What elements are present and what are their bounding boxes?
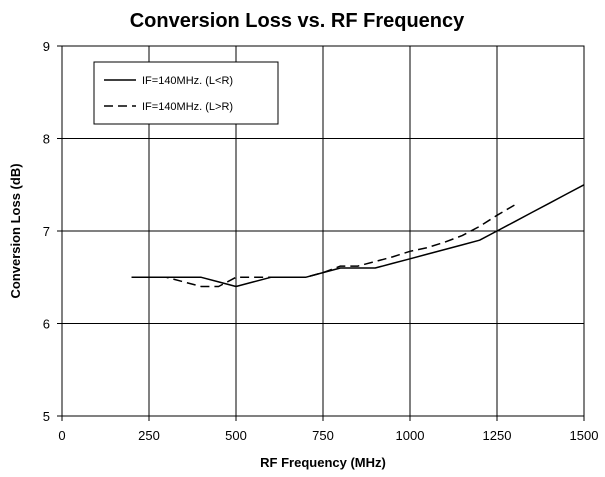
y-tick-label: 5 (43, 409, 50, 424)
series-line-l-less-r (131, 184, 585, 288)
legend-label: IF=140MHz. (L>R) (142, 101, 233, 113)
x-tick-label: 1500 (570, 428, 599, 443)
y-tick-label: 8 (43, 132, 50, 147)
tick-labels: 0 250 500 750 1000 1250 1500 5 6 7 8 9 (43, 39, 599, 443)
y-tick-label: 6 (43, 317, 50, 332)
legend-box (93, 61, 279, 125)
x-tick-label: 1250 (483, 428, 512, 443)
x-tick-label: 1000 (396, 428, 425, 443)
y-tick-label: 7 (43, 224, 50, 239)
x-tick-label: 250 (138, 428, 160, 443)
x-tick-label: 0 (58, 428, 65, 443)
chart-title: Conversion Loss vs. RF Frequency (130, 10, 465, 32)
series-lines (131, 184, 585, 288)
series-line-l-greater-r (131, 204, 515, 288)
legend-label: IF=140MHz. (L<R) (142, 75, 233, 87)
plot-area-frame (61, 45, 585, 417)
x-tick-label: 500 (225, 428, 247, 443)
y-tick-label: 9 (43, 39, 50, 54)
legend: IF=140MHz. (L<R) IF=140MHz. (L>R) (93, 61, 279, 125)
y-axis-label: Conversion Loss (dB) (8, 163, 23, 298)
x-axis-label: RF Frequency (MHz) (260, 455, 386, 470)
x-tick-label: 750 (312, 428, 334, 443)
